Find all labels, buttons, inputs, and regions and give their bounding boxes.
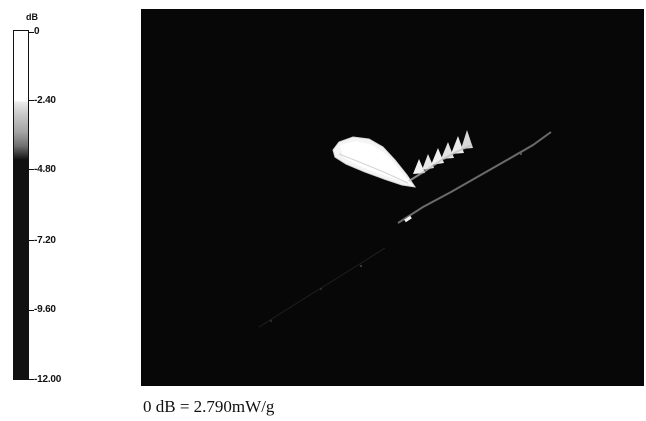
colorbar-tick-label: -12.00 <box>34 374 62 385</box>
hotspot-contour <box>338 153 409 184</box>
colorbar-tick-label: -4.80 <box>34 164 56 175</box>
colorbar-tick-label: -9.60 <box>34 304 56 315</box>
colorbar-tick-mark <box>29 100 34 101</box>
colorbar-tick-mark <box>29 240 34 241</box>
diagonal-trace <box>397 131 552 224</box>
colorbar-tick-mark <box>29 379 34 380</box>
faint-diagonal-trace <box>258 247 386 328</box>
normalization-caption: 0 dB = 2.790mW/g <box>143 397 275 416</box>
hotspot-sawtooth <box>461 130 473 149</box>
sar-heatmap-plot <box>141 9 644 386</box>
heatmap-background <box>141 9 644 386</box>
colorbar-tick-label: 0 <box>34 26 40 37</box>
hotspot-core <box>340 141 411 184</box>
sar-heatmap-svg <box>141 9 644 386</box>
colorbar-tick-mark <box>29 169 34 170</box>
colorbar-tick-mark <box>29 32 34 33</box>
faint-speckle <box>359 264 363 268</box>
diagonal-trace-bright-segment <box>404 215 412 223</box>
faint-speckle <box>269 319 273 323</box>
hotspot-sawtooth <box>413 159 425 174</box>
colorbar-unit-label: dB <box>26 12 38 22</box>
faint-speckle <box>320 288 322 290</box>
colorbar-tick-mark <box>29 310 34 311</box>
colorbar-tick-label: -2.40 <box>34 95 56 106</box>
hotspot-edge <box>408 144 473 182</box>
colorbar <box>13 30 29 380</box>
colorbar-tick-label: -7.20 <box>34 235 56 246</box>
faint-speckle <box>520 153 522 155</box>
